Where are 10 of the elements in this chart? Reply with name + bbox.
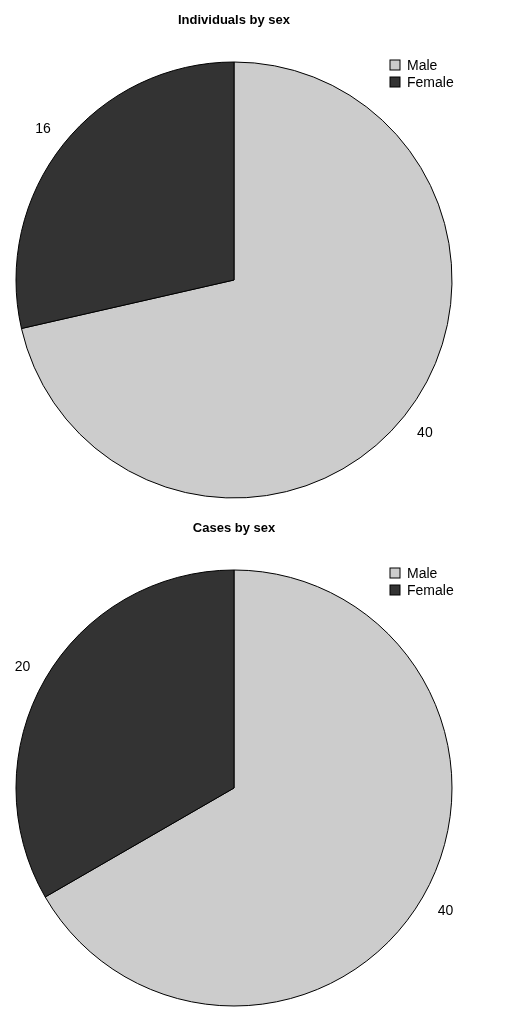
data-label: 16	[35, 119, 52, 136]
chart-title: Cases by sex	[192, 520, 276, 535]
data-label: 20	[14, 657, 31, 674]
legend-label: Female	[407, 74, 454, 90]
data-label: 40	[437, 901, 454, 918]
legend-label: Female	[407, 582, 454, 598]
legend-label: Male	[407, 565, 438, 581]
data-label: 40	[417, 424, 433, 441]
chart-title: Individuals by sex	[178, 12, 291, 27]
legend-label: Male	[407, 57, 438, 73]
